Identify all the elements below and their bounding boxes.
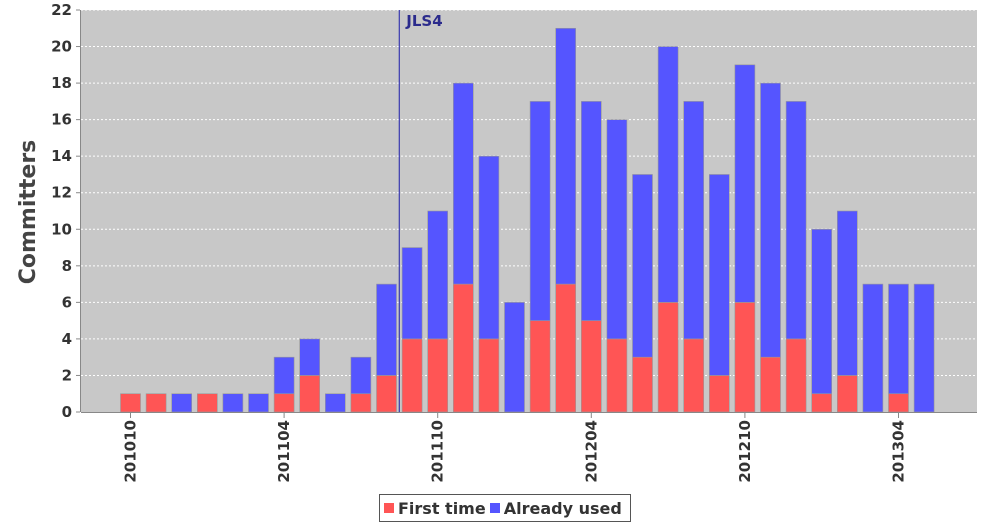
bar-first-time-201212 bbox=[785, 338, 807, 413]
bar-already-used-201305 bbox=[913, 283, 935, 413]
bar-already-used-201012 bbox=[171, 393, 192, 413]
legend: First time Already used bbox=[379, 494, 631, 522]
x-tick-label: 201010 bbox=[122, 420, 140, 483]
bar-already-used-201212 bbox=[785, 101, 807, 340]
y-axis-title: Committers bbox=[16, 140, 41, 285]
bar-already-used-201108 bbox=[376, 283, 397, 376]
y-tick-label: 0 bbox=[62, 403, 72, 421]
y-tick-label: 18 bbox=[51, 74, 72, 92]
bar-already-used-201106 bbox=[324, 393, 346, 413]
bar-already-used-201302 bbox=[836, 210, 858, 376]
bar-first-time-201206 bbox=[632, 356, 653, 413]
bar-already-used-201102 bbox=[222, 393, 244, 413]
bar-first-time-201301 bbox=[811, 393, 833, 413]
bar-first-time-201104 bbox=[273, 393, 295, 413]
y-axis: 0 2 4 6 8 10 12 14 16 18 20 22 bbox=[51, 1, 81, 421]
bar-already-used-201209 bbox=[708, 174, 730, 376]
bar-already-used-201208 bbox=[683, 101, 705, 340]
bar-first-time-201302 bbox=[836, 375, 858, 413]
jls4-marker: JLS4 bbox=[398, 10, 443, 412]
bar-first-time-201011 bbox=[145, 393, 167, 413]
legend-swatch-already-used bbox=[489, 503, 500, 513]
x-tick-label: 201204 bbox=[582, 420, 600, 483]
bar-already-used-201105 bbox=[299, 338, 321, 376]
gridlines bbox=[81, 9, 977, 376]
bar-already-used-201205 bbox=[606, 119, 628, 340]
bar-first-time-201210 bbox=[734, 302, 756, 413]
bar-first-time-201010 bbox=[120, 393, 141, 413]
y-tick-label: 2 bbox=[62, 366, 72, 384]
x-tick-label: 201110 bbox=[429, 420, 447, 483]
bar-already-used-201203 bbox=[555, 27, 577, 285]
bar-first-time-201112 bbox=[478, 338, 500, 413]
bar-already-used-201202 bbox=[529, 101, 551, 321]
bar-already-used-201204 bbox=[580, 101, 602, 321]
bar-already-used-201109 bbox=[401, 247, 423, 340]
bar-first-time-201109 bbox=[401, 338, 423, 413]
bar-already-used-201303 bbox=[862, 283, 884, 413]
legend-swatch-first-time bbox=[384, 503, 394, 513]
bars-group bbox=[120, 27, 935, 413]
bar-first-time-201108 bbox=[376, 375, 397, 413]
bar-first-time-201205 bbox=[606, 338, 628, 413]
bar-first-time-201207 bbox=[657, 302, 679, 413]
bar-first-time-201110 bbox=[427, 338, 449, 413]
bar-already-used-201301 bbox=[811, 228, 833, 395]
x-tick-label: 201104 bbox=[275, 420, 293, 483]
bar-already-used-201211 bbox=[760, 82, 781, 358]
y-tick-label: 14 bbox=[51, 147, 72, 165]
bar-first-time-201211 bbox=[760, 356, 781, 413]
x-tick-label: 201210 bbox=[736, 420, 754, 483]
x-tick-label: 201304 bbox=[890, 420, 908, 483]
legend-label-already-used: Already used bbox=[503, 498, 622, 518]
bar-already-used-201104 bbox=[273, 356, 295, 395]
bar-already-used-201107 bbox=[350, 356, 372, 395]
bar-first-time-201105 bbox=[299, 375, 321, 413]
bar-first-time-201111 bbox=[452, 283, 474, 413]
bar-already-used-201210 bbox=[734, 64, 756, 303]
y-tick-label: 10 bbox=[51, 220, 72, 238]
bar-already-used-201103 bbox=[248, 393, 269, 413]
legend-item-already-used: Already used bbox=[489, 498, 622, 518]
bar-already-used-201111 bbox=[452, 82, 474, 285]
bar-first-time-201304 bbox=[888, 393, 909, 413]
y-tick-label: 6 bbox=[62, 293, 72, 311]
bar-already-used-201201 bbox=[504, 302, 525, 413]
bar-first-time-201209 bbox=[708, 375, 730, 413]
bar-already-used-201110 bbox=[427, 210, 449, 340]
bar-first-time-201203 bbox=[555, 283, 577, 413]
bar-already-used-201112 bbox=[478, 155, 500, 340]
y-tick-label: 8 bbox=[62, 257, 72, 275]
bar-already-used-201304 bbox=[888, 283, 909, 395]
bar-first-time-201101 bbox=[197, 393, 218, 413]
bar-already-used-201207 bbox=[657, 46, 679, 303]
y-tick-label: 12 bbox=[51, 184, 72, 202]
jls4-marker-label: JLS4 bbox=[405, 12, 442, 30]
bar-first-time-201202 bbox=[529, 320, 551, 413]
legend-item-first-time: First time bbox=[384, 499, 486, 518]
bar-already-used-201206 bbox=[632, 174, 653, 358]
bar-first-time-201107 bbox=[350, 393, 372, 413]
y-tick-label: 16 bbox=[51, 111, 72, 129]
y-tick-label: 20 bbox=[51, 38, 72, 56]
bar-first-time-201208 bbox=[683, 338, 705, 413]
bar-first-time-201204 bbox=[580, 320, 602, 413]
y-tick-label: 22 bbox=[51, 1, 72, 19]
legend-label-first-time: First time bbox=[398, 498, 486, 518]
y-tick-label: 4 bbox=[62, 330, 72, 348]
x-axis: 201010 201104 201110 201204 201210 201304 bbox=[81, 412, 977, 483]
